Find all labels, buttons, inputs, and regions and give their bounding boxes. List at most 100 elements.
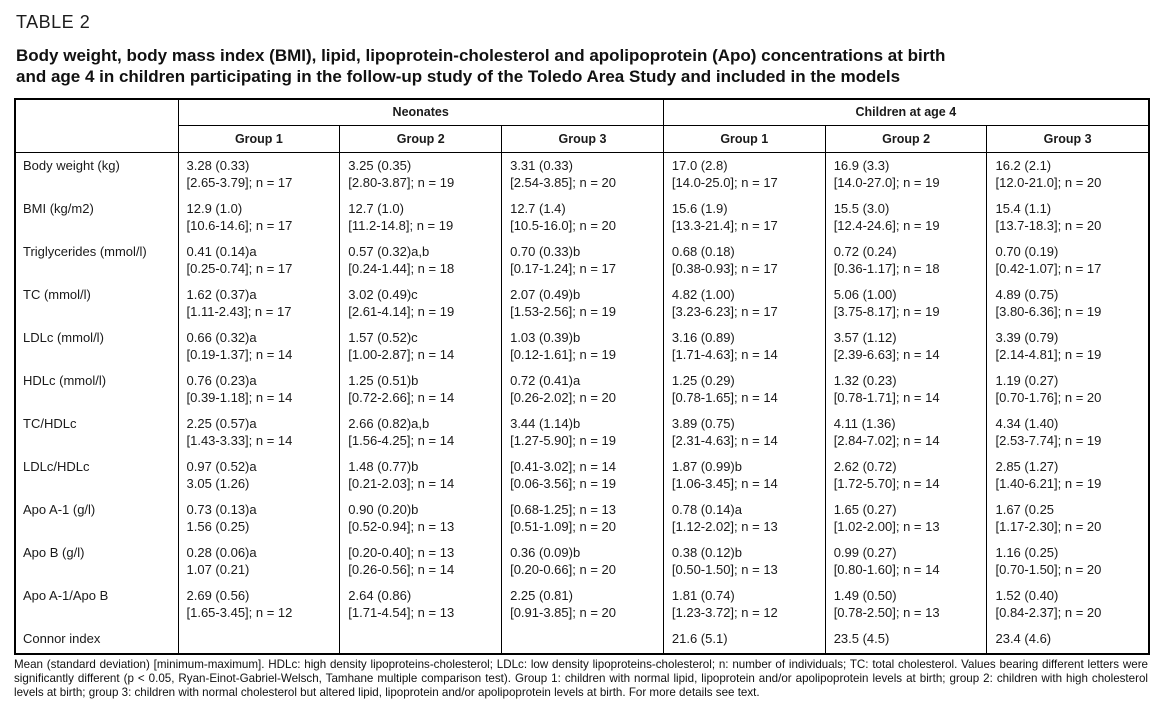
cell-line: 1.87 (0.99)b [671,458,742,474]
row-label: HDLc (mmol/l) [14,367,179,411]
cell-line: [0.24-1.44]; n = 18 [348,260,455,276]
cell-r9-c6: 1.67 (0.25 [1.17-2.30]; n = 20 [986,496,1150,540]
cell-line: 17.0 (2.8) [671,157,728,173]
cell-line: 4.89 (0.75) [995,286,1059,302]
col-header-neonates-group-2: Group 2 [339,125,503,153]
cell-line: [0.68-1.25]; n = 13 [510,501,616,517]
cell-line: [2.31-4.63]; n = 14 [671,432,778,448]
cell-r10-c3: 0.36 (0.09)b [0.20-0.66]; n = 20 [501,539,664,583]
row-label: BMI (kg/m2) [14,195,179,239]
cell-line: 0.90 (0.20)b [348,501,419,517]
cell-line: 23.4 (4.6) [995,630,1052,646]
cell-line: 4.82 (1.00) [671,286,735,302]
cell-r4-c6: 4.89 (0.75) [3.80-6.36]; n = 19 [986,281,1150,325]
cell-r1-c1: 3.28 (0.33) [2.65-3.79]; n = 17 [177,152,341,196]
cell-r3-c1: 0.41 (0.14)a [0.25-0.74]; n = 17 [177,238,341,282]
cell-line: 1.03 (0.39)b [510,329,581,345]
cell-line: [0.52-0.94]; n = 13 [348,518,455,534]
cell-line: [0.84-2.37]; n = 20 [995,604,1102,620]
cell-r5-c4: 3.16 (0.89) [1.71-4.63]; n = 14 [662,324,826,368]
cell-r3-c5: 0.72 (0.24) [0.36-1.17]; n = 18 [824,238,988,282]
cell-line: [11.2-14.8]; n = 19 [348,217,454,233]
cell-line: [1.72-5.70]; n = 14 [833,475,940,491]
row-label: Apo A-1 (g/l) [14,496,179,540]
table-row: Triglycerides (mmol/l) 0.41 (0.14)a [0.25-… [14,238,1150,282]
col-header-age4-group-2: Group 2 [824,125,988,153]
cell-r7-c4: 3.89 (0.75) [2.31-4.63]; n = 14 [662,410,826,454]
cell-r12-c3 [501,625,664,654]
cell-line: [1.27-5.90]; n = 19 [510,432,616,448]
cell-line: [0.36-1.17]; n = 18 [833,260,940,276]
cell-r2-c5: 15.5 (3.0) [12.4-24.6]; n = 19 [824,195,988,239]
cell-line: 3.57 (1.12) [833,329,897,345]
cell-r6-c1: 0.76 (0.23)a [0.39-1.18]; n = 14 [177,367,341,411]
cell-line: 1.25 (0.51)b [348,372,419,388]
cell-r3-c6: 0.70 (0.19) [0.42-1.07]; n = 17 [986,238,1150,282]
cell-line: 1.16 (0.25) [995,544,1059,560]
cell-line: [0.42-1.07]; n = 17 [995,260,1102,276]
cell-line: 1.65 (0.27) [833,501,897,517]
cell-line: [0.91-3.85]; n = 20 [510,604,616,620]
cell-r7-c2: 2.66 (0.82)a,b [1.56-4.25]; n = 14 [339,410,503,454]
table-footnote: Mean (standard deviation) [minimum-maxim… [14,657,1148,700]
cell-line: [10.5-16.0]; n = 20 [510,217,616,233]
cell-line: [1.17-2.30]; n = 20 [995,518,1102,534]
cell-r2-c3: 12.7 (1.4) [10.5-16.0]; n = 20 [501,195,664,239]
cell-line: [2.61-4.14]; n = 19 [348,303,455,319]
table-row: Apo B (g/l) 0.28 (0.06)a 1.07 (0.21) [0.20-… [14,539,1150,583]
cell-line: 2.62 (0.72) [833,458,897,474]
cell-line: [14.0-27.0]; n = 19 [833,174,940,190]
cell-line: 23.5 (4.5) [833,630,890,646]
cell-line: [10.6-14.6]; n = 17 [186,217,293,233]
cell-line: 0.73 (0.13)a [186,501,257,517]
cell-r1-c2: 3.25 (0.35) [2.80-3.87]; n = 19 [339,152,503,196]
row-label: Apo A-1/Apo B [14,582,179,626]
cell-line: [1.71-4.54]; n = 13 [348,604,455,620]
cell-r8-c6: 2.85 (1.27) [1.40-6.21]; n = 19 [986,453,1150,497]
cell-r5-c6: 3.39 (0.79) [2.14-4.81]; n = 19 [986,324,1150,368]
cell-r11-c6: 1.52 (0.40) [0.84-2.37]; n = 20 [986,582,1150,626]
cell-line: 0.36 (0.09)b [510,544,581,560]
cell-r9-c2: 0.90 (0.20)b [0.52-0.94]; n = 13 [339,496,503,540]
cell-r6-c6: 1.19 (0.27) [0.70-1.76]; n = 20 [986,367,1150,411]
span-header-row: Neonates Children at age 4 [14,99,1150,153]
cell-line: [2.65-3.79]; n = 17 [186,174,293,190]
cell-line: 1.52 (0.40) [995,587,1059,603]
cell-r6-c4: 1.25 (0.29) [0.78-1.65]; n = 14 [662,367,826,411]
row-label: Triglycerides (mmol/l) [14,238,179,282]
cell-line: 12.7 (1.4) [510,200,566,216]
cell-r7-c5: 4.11 (1.36) [2.84-7.02]; n = 14 [824,410,988,454]
cell-line: [1.11-2.43]; n = 17 [186,303,292,319]
cell-r11-c2: 2.64 (0.86) [1.71-4.54]; n = 13 [339,582,503,626]
cell-r9-c5: 1.65 (0.27) [1.02-2.00]; n = 13 [824,496,988,540]
cell-line: [3.80-6.36]; n = 19 [995,303,1102,319]
table-row: Apo A-1/Apo B 2.69 (0.56) [1.65-3.45]; n =… [14,582,1150,626]
cell-r3-c4: 0.68 (0.18) [0.38-0.93]; n = 17 [662,238,826,282]
cell-line: [12.4-24.6]; n = 19 [833,217,940,233]
cell-line: 12.9 (1.0) [186,200,243,216]
cell-line: [14.0-25.0]; n = 17 [671,174,778,190]
cell-line: 0.72 (0.24) [833,243,897,259]
cell-line: 15.4 (1.1) [995,200,1052,216]
cell-r2-c4: 15.6 (1.9) [13.3-21.4]; n = 17 [662,195,826,239]
cell-line: 21.6 (5.1) [671,630,728,646]
row-label: Apo B (g/l) [14,539,179,583]
cell-line: 12.7 (1.0) [348,200,404,216]
cell-r10-c2: [0.20-0.40]; n = 13 [0.26-0.56]; n = 14 [339,539,503,583]
cell-r2-c2: 12.7 (1.0) [11.2-14.8]; n = 19 [339,195,503,239]
cell-r1-c5: 16.9 (3.3) [14.0-27.0]; n = 19 [824,152,988,196]
cell-line: [1.00-2.87]; n = 14 [348,346,455,362]
cell-line: [13.7-18.3]; n = 20 [995,217,1102,233]
cell-line: [0.78-2.50]; n = 13 [833,604,940,620]
cell-r5-c2: 1.57 (0.52)c [1.00-2.87]; n = 14 [339,324,503,368]
cell-line: 4.11 (1.36) [833,415,896,431]
cell-line: 0.41 (0.14)a [186,243,257,259]
cell-line: [0.17-1.24]; n = 17 [510,260,616,276]
cell-line: 0.68 (0.18) [671,243,735,259]
table-number-label: TABLE 2 [16,12,91,32]
cell-line: [2.84-7.02]; n = 14 [833,432,940,448]
cell-line: 0.97 (0.52)a [186,458,257,474]
cell-r4-c2: 3.02 (0.49)c [2.61-4.14]; n = 19 [339,281,503,325]
cell-line: 0.28 (0.06)a [186,544,257,560]
cell-line: 3.16 (0.89) [671,329,735,345]
